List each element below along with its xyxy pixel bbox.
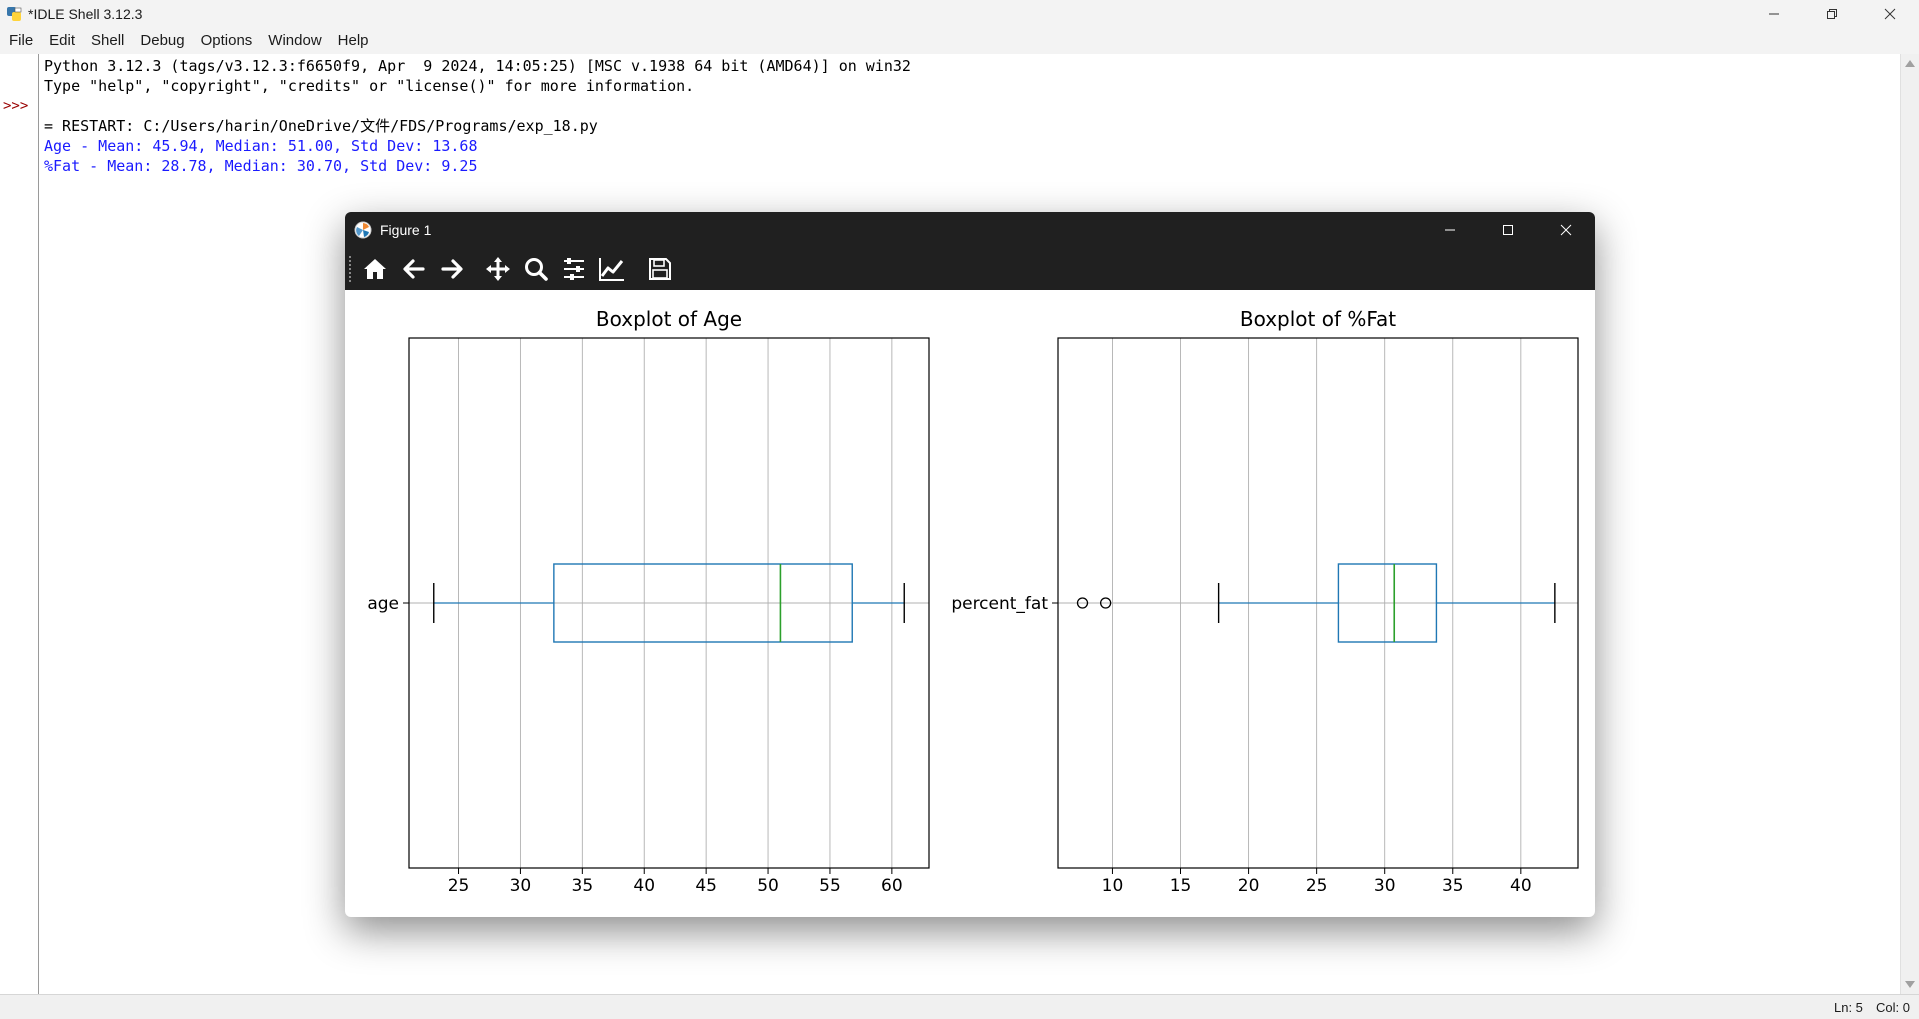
iqr-box: [1337, 563, 1438, 643]
shell-text-area[interactable]: Python 3.12.3 (tags/v3.12.3:f6650f9, Apr…: [44, 56, 1894, 176]
menu-shell[interactable]: Shell: [91, 32, 125, 49]
x-tick-label: 40: [1510, 876, 1532, 896]
restore-icon: [1827, 9, 1837, 19]
window-title: *IDLE Shell 3.12.3: [28, 6, 143, 22]
menu-debug[interactable]: Debug: [140, 32, 185, 49]
scroll-down-arrow-icon[interactable]: [1905, 981, 1915, 988]
configure-subplots-button[interactable]: [559, 254, 589, 284]
banner-line-2: Type "help", "copyright", "credits" or "…: [44, 77, 695, 95]
forward-icon: [441, 259, 463, 279]
y-category-label: percent_fat: [951, 594, 1048, 614]
blank-line: [44, 96, 1894, 116]
figure-minimize-button[interactable]: [1421, 212, 1479, 248]
forward-button[interactable]: [437, 254, 467, 284]
menu-window[interactable]: Window: [268, 32, 322, 49]
matplotlib-logo-icon: [354, 221, 372, 239]
menu-edit[interactable]: Edit: [49, 32, 76, 49]
iqr-box: [553, 563, 853, 643]
subplots-icon: [564, 258, 584, 280]
menu-help[interactable]: Help: [337, 32, 369, 49]
maximize-icon: [1503, 225, 1513, 235]
x-tick-label: 25: [448, 876, 470, 896]
edit-axis-button[interactable]: [597, 254, 627, 284]
x-tick-label: 30: [510, 876, 532, 896]
figure-canvas[interactable]: 25 30 35 40 45 50 55 60 age Boxplot of Age 10 15 20 2…: [345, 290, 1595, 917]
menu-file[interactable]: File: [9, 32, 34, 49]
zoom-button[interactable]: [521, 254, 551, 284]
restore-button[interactable]: [1803, 0, 1861, 28]
close-button[interactable]: [1861, 0, 1919, 28]
toolbar-grip: [349, 256, 351, 282]
status-bar: Ln: 5 Col: 0: [0, 994, 1919, 1019]
chart-title: Boxplot of Age: [596, 307, 742, 331]
outlier-point: [1099, 597, 1112, 609]
figure-close-button[interactable]: [1537, 212, 1595, 248]
save-icon: [649, 258, 671, 280]
x-tick-label: 30: [1374, 876, 1396, 896]
close-icon: [1884, 8, 1896, 20]
output-line-age: Age - Mean: 45.94, Median: 51.00, Std De…: [44, 137, 478, 155]
home-button[interactable]: [360, 254, 390, 284]
edit-axis-icon: [599, 258, 624, 281]
idle-titlebar: *IDLE Shell 3.12.3: [0, 0, 1919, 28]
menu-options[interactable]: Options: [200, 32, 253, 49]
x-tick-label: 40: [633, 876, 655, 896]
close-icon: [1560, 224, 1572, 236]
python-app-icon: [7, 7, 22, 21]
zoom-icon: [525, 258, 548, 281]
banner-line-1: Python 3.12.3 (tags/v3.12.3:f6650f9, Apr…: [44, 57, 911, 75]
x-tick-label: 45: [695, 876, 717, 896]
status-line-number: Ln: 5: [1834, 1000, 1863, 1015]
x-tick-label: 35: [1442, 876, 1464, 896]
prompt-gutter: [0, 54, 39, 994]
back-icon: [403, 259, 425, 279]
x-tick-label: 10: [1102, 876, 1124, 896]
y-category-label: age: [367, 594, 399, 614]
x-tick-label: 55: [819, 876, 841, 896]
output-line-fat: %Fat - Mean: 28.78, Median: 30.70, Std D…: [44, 157, 478, 175]
figure-title: Figure 1: [380, 222, 432, 238]
restart-line: = RESTART: C:/Users/harin/OneDrive/文件/FD…: [44, 117, 598, 135]
scroll-up-arrow-icon[interactable]: [1905, 60, 1915, 67]
x-tick-label: 35: [572, 876, 594, 896]
chart-title: Boxplot of %Fat: [1240, 307, 1396, 331]
x-tick-label: 25: [1306, 876, 1328, 896]
pan-button[interactable]: [483, 254, 513, 284]
minimize-button[interactable]: [1745, 0, 1803, 28]
figure-maximize-button[interactable]: [1479, 212, 1537, 248]
back-button[interactable]: [399, 254, 429, 284]
vertical-scrollbar[interactable]: [1900, 54, 1919, 994]
figure-titlebar: Figure 1: [345, 212, 1595, 248]
save-button[interactable]: [645, 254, 675, 284]
figure-window: Figure 1: [345, 212, 1595, 917]
home-icon: [364, 259, 386, 279]
minimize-icon: [1445, 229, 1455, 231]
menubar: File Edit Shell Debug Options Window Hel…: [0, 28, 1919, 54]
shell-prompt: >>>: [3, 98, 29, 114]
x-tick-label: 60: [881, 876, 903, 896]
x-tick-label: 20: [1238, 876, 1260, 896]
figure-toolbar: [345, 248, 1595, 290]
minimize-icon: [1769, 13, 1779, 15]
status-column-number: Col: 0: [1876, 1000, 1910, 1015]
x-tick-label: 15: [1170, 876, 1192, 896]
pan-icon: [486, 257, 510, 281]
x-tick-label: 50: [757, 876, 779, 896]
outlier-point: [1076, 597, 1089, 609]
